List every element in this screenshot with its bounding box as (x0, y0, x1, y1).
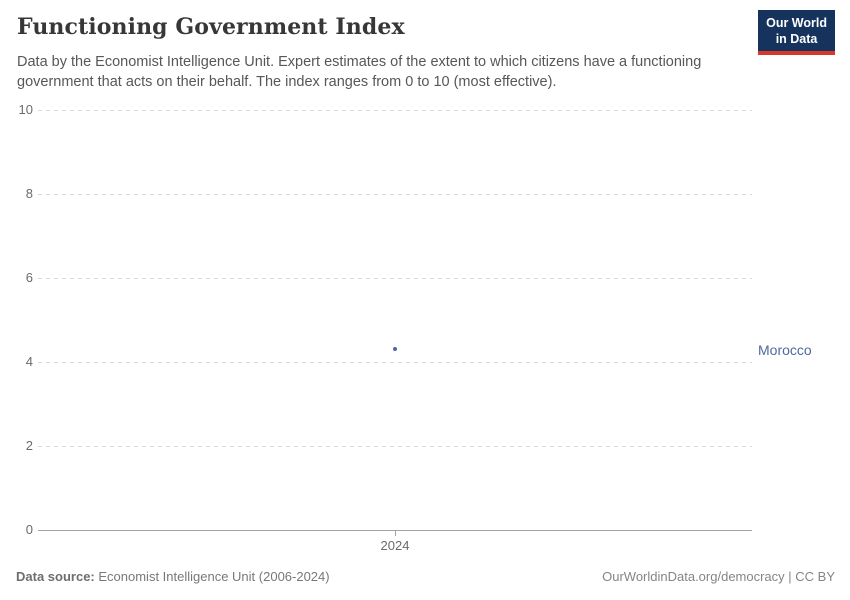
data-point-morocco[interactable] (393, 347, 397, 352)
y-gridline (38, 446, 752, 447)
y-axis-tick-label: 4 (25, 354, 33, 369)
y-gridline (38, 362, 752, 363)
y-gridline (38, 110, 752, 111)
x-axis-tick (395, 531, 396, 536)
data-source-label: Data source: (16, 569, 95, 584)
y-axis-tick-label: 6 (25, 270, 33, 285)
x-axis-line (38, 530, 752, 531)
x-axis-tick-label: 2024 (380, 538, 410, 553)
chart-footer: Data source: Economist Intelligence Unit… (16, 569, 835, 584)
entity-label-morocco: Morocco (758, 342, 812, 359)
y-axis-tick-label: 8 (25, 186, 33, 201)
y-axis-tick-label: 2 (25, 438, 33, 453)
owid-logo-line1: Our World (766, 16, 827, 30)
y-axis-tick-label: 0 (25, 522, 33, 537)
data-source-text: Economist Intelligence Unit (2006-2024) (94, 569, 330, 584)
y-gridline (38, 278, 752, 279)
data-source: Data source: Economist Intelligence Unit… (16, 569, 330, 584)
owid-logo-line2: in Data (775, 32, 818, 46)
y-axis-tick-label: 10 (18, 102, 33, 117)
owid-logo[interactable]: Our World in Data (758, 10, 835, 55)
page-title: Functioning Government Index (17, 14, 405, 40)
y-gridline (38, 194, 752, 195)
chart-subtitle: Data by the Economist Intelligence Unit.… (17, 54, 702, 90)
credit-link[interactable]: OurWorldinData.org/democracy | CC BY (602, 569, 835, 584)
